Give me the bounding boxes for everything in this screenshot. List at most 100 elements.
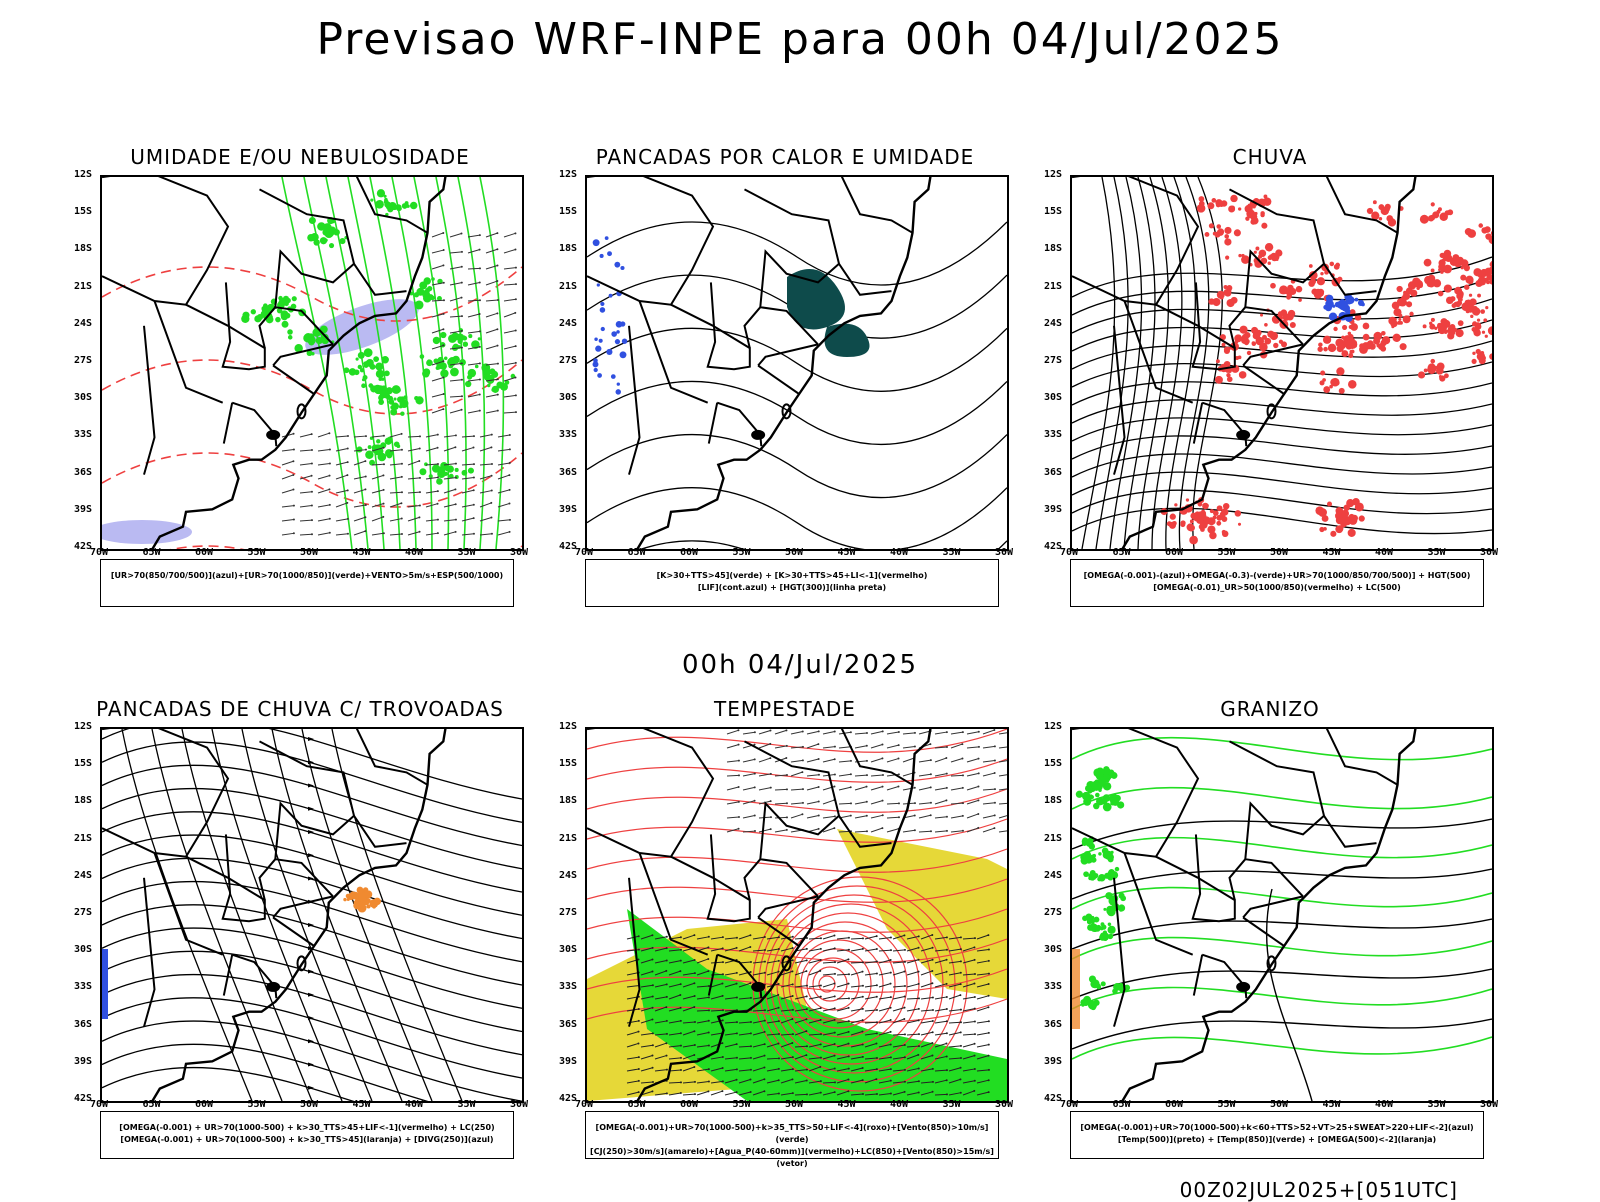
lat-tick-label: 33S [74,429,93,441]
legend-line-2: [LIF](cont.azul) + [HGT(300)](linha pret… [697,583,887,592]
lat-tick-label: 15S [559,206,578,218]
lat-tick-label: 30S [559,944,578,956]
lon-tick-label: 40W [1375,547,1394,558]
lon-tick-label: 65W [1112,547,1131,558]
lat-tick-label: 36S [74,466,93,478]
lon-tick-label: 50W [785,1099,804,1110]
panel-legend: [K>30+TTS>45](verde) + [K>30+TTS>45+LI<-… [585,559,999,607]
lon-tick-label: 45W [352,1099,371,1110]
lat-tick-label: 33S [559,429,578,441]
lat-tick-label: 30S [74,392,93,404]
legend-line-2: [OMEGA(-0.01)_UR>50(1000/850)(vermelho) … [1153,583,1401,592]
lat-tick-label: 18S [74,795,93,807]
map-pancadas-trovoadas [100,727,524,1103]
run-time-footer: 00Z02JUL2025+[051UTC] [1179,1178,1458,1202]
lon-tick-label: 30W [1480,547,1499,558]
map-granizo [1070,727,1494,1103]
lon-tick-label: 50W [1270,547,1289,558]
map-pancadas-calor [585,175,1009,551]
lat-tick-label: 36S [559,1018,578,1030]
lat-tick-label: 39S [74,1055,93,1067]
lat-tick-label: 30S [1044,944,1063,956]
lat-tick-label: 12S [559,721,578,732]
lat-tick-label: 21S [1044,832,1063,844]
lat-tick-label: 21S [559,280,578,292]
lon-tick-label: 50W [1270,1099,1289,1110]
lat-tick-label: 27S [559,355,578,366]
lat-tick-label: 21S [74,832,93,844]
lat-tick-label: 15S [74,206,93,218]
lat-tick-label: 42S [559,541,578,552]
legend-line-2: [CJ(250)>30m/s](amarelo)+[Agua_P(40-60mm… [590,1147,994,1168]
panel-pancadas-trovoadas: PANCADAS DE CHUVA C/ TROVOADAS [OMEGA(-0… [60,697,540,1177]
lat-tick-label: 15S [559,758,578,770]
lon-tick-label: 40W [405,547,424,558]
panel-chuva: CHUVA [OMEGA(-0.001)-(azul)+OMEGA(-0.3)-… [1030,145,1510,625]
panel-pancadas-calor: PANCADAS POR CALOR E UMIDADE [K>30+TTS>4… [545,145,1025,625]
map-chuva [1070,175,1494,551]
lon-tick-label: 70W [90,547,109,558]
lon-tick-label: 40W [1375,1099,1394,1110]
lon-tick-label: 45W [837,547,856,558]
lon-tick-label: 70W [575,547,594,558]
lat-tick-label: 24S [74,317,93,329]
panel-title: TEMPESTADE [714,697,856,721]
lat-tick-label: 30S [559,392,578,404]
lat-tick-label: 42S [1044,1093,1063,1104]
lat-tick-label: 30S [1044,392,1063,404]
lon-tick-label: 60W [1165,547,1184,558]
lon-tick-label: 55W [732,547,751,558]
legend-line-1: [UR>70(850/700/500)](azul)+[UR>70(1000/8… [110,571,504,580]
panel-tempestade: TEMPESTADE [OMEGA(-0.001)+UR>70(1000-500… [545,697,1025,1177]
map-umidade [100,175,524,551]
lat-tick-label: 24S [559,317,578,329]
lon-tick-label: 45W [837,1099,856,1110]
lon-tick-label: 70W [90,1099,109,1110]
lat-tick-label: 24S [1044,869,1063,881]
lat-tick-label: 12S [1044,169,1063,180]
lon-tick-label: 40W [405,1099,424,1110]
lon-tick-label: 35W [942,547,961,558]
lat-tick-label: 18S [1044,795,1063,807]
panel-legend: [OMEGA(-0.001)-(azul)+OMEGA(-0.3)-(verde… [1070,559,1484,607]
lat-tick-label: 33S [559,981,578,993]
lon-tick-label: 30W [510,1099,529,1110]
lat-tick-label: 33S [74,981,93,993]
map-canvas [102,177,522,549]
lat-tick-label: 27S [559,907,578,918]
lat-tick-label: 36S [74,1018,93,1030]
lat-tick-label: 36S [1044,466,1063,478]
lat-tick-label: 18S [559,243,578,255]
panel-title: CHUVA [1232,145,1308,169]
lat-tick-label: 33S [1044,429,1063,441]
lon-tick-label: 70W [575,1099,594,1110]
lon-tick-label: 55W [1217,547,1236,558]
map-canvas [1072,177,1492,549]
lat-tick-label: 24S [74,869,93,881]
lon-tick-label: 45W [1322,547,1341,558]
panel-legend: [OMEGA(-0.001)+UR>70(1000-500)+k<60+TTS>… [1070,1111,1484,1159]
lat-tick-label: 33S [1044,981,1063,993]
legend-line-1: [OMEGA(-0.001)+UR>70(1000-500)+k>35_TTS>… [595,1123,989,1144]
lat-tick-label: 15S [1044,758,1063,770]
lon-tick-label: 55W [732,1099,751,1110]
legend-line-1: [K>30+TTS>45](verde) + [K>30+TTS>45+LI<-… [656,571,928,580]
map-canvas [587,177,1007,549]
lat-tick-label: 39S [1044,1055,1063,1067]
lon-tick-label: 65W [1112,1099,1131,1110]
lat-tick-label: 18S [559,795,578,807]
legend-line-1: [OMEGA(-0.001)+UR>70(1000-500)+k<60+TTS>… [1080,1123,1474,1132]
legend-line-2: [Temp(500)](preto) + [Temp(850)](verde) … [1117,1135,1437,1144]
panel-title: PANCADAS POR CALOR E UMIDADE [595,145,975,169]
lat-tick-label: 36S [1044,1018,1063,1030]
lat-tick-label: 12S [74,169,93,180]
lat-tick-label: 18S [1044,243,1063,255]
lat-tick-label: 21S [559,832,578,844]
lat-tick-label: 18S [74,243,93,255]
lon-tick-label: 65W [142,547,161,558]
lon-tick-label: 60W [195,1099,214,1110]
lon-tick-label: 55W [247,547,266,558]
forecast-time-label: 00h 04/Jul/2025 [682,650,918,680]
panel-umidade: UMIDADE E/OU NEBULOSIDADE [UR>70(850/700… [60,145,540,625]
lat-tick-label: 27S [1044,907,1063,918]
